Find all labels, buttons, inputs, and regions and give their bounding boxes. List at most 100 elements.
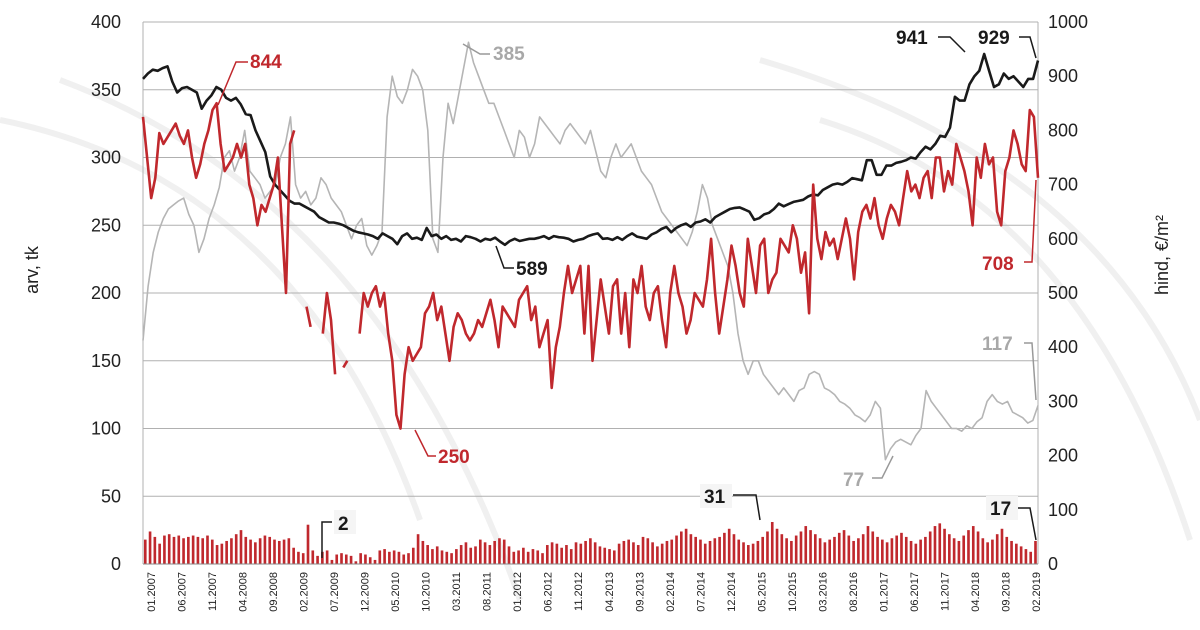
bar	[445, 551, 449, 564]
bar	[766, 531, 769, 564]
bar	[163, 535, 166, 564]
bar	[598, 546, 602, 564]
x-tick-label: 11.2012	[573, 572, 585, 611]
bar	[206, 535, 209, 564]
leader-941	[938, 36, 966, 53]
bar	[325, 550, 329, 564]
bar	[526, 551, 530, 564]
left-tick-label: 0	[111, 554, 121, 574]
bar	[761, 536, 764, 564]
bar	[349, 555, 353, 564]
bar	[474, 546, 477, 564]
annotation-117: 117	[982, 334, 1013, 355]
bar	[407, 553, 410, 564]
bar	[589, 538, 592, 564]
bar	[311, 550, 315, 564]
bar	[1024, 549, 1028, 564]
annotation-31-bg	[700, 484, 732, 508]
bar	[512, 551, 516, 564]
left-tick-label: 250	[91, 215, 121, 235]
bar	[837, 532, 841, 564]
bar	[1019, 546, 1023, 564]
annotation-77: 77	[843, 470, 864, 491]
bar	[469, 547, 473, 564]
bar	[991, 539, 994, 564]
left-tick-label: 350	[91, 80, 121, 100]
right-tick-label: 400	[1048, 337, 1078, 357]
right-tick-label: 900	[1048, 66, 1078, 86]
bar	[928, 531, 932, 564]
bar	[967, 530, 970, 564]
bar	[555, 543, 559, 564]
bar	[368, 557, 372, 564]
x-tick-label: 02.2019	[1031, 572, 1043, 612]
right-tick-label: 0	[1048, 554, 1058, 574]
x-tick-label: 10.2010	[421, 572, 433, 612]
leader-929	[1019, 36, 1037, 59]
series-line-gray	[142, 41, 1039, 461]
leader-77	[872, 455, 894, 479]
right-tick-label: 500	[1048, 283, 1078, 303]
bar	[536, 550, 540, 564]
bar	[335, 554, 339, 564]
bar	[402, 554, 406, 564]
x-tick-label: 12.2009	[360, 572, 372, 612]
bar	[660, 543, 664, 564]
bar	[388, 551, 391, 564]
bar	[881, 539, 884, 564]
bar	[948, 534, 951, 564]
x-tick-label: 03.2016	[817, 572, 829, 612]
bar	[632, 542, 635, 564]
leader-385	[462, 43, 490, 55]
bar	[751, 543, 755, 564]
x-tick-label: 07.2009	[329, 572, 341, 612]
bar	[569, 549, 573, 564]
bar-series	[143, 521, 1037, 564]
bar	[900, 532, 903, 564]
annotation-941: 941	[896, 28, 928, 49]
bar	[478, 539, 482, 564]
bar	[747, 545, 750, 564]
bar	[627, 539, 630, 564]
bar	[699, 539, 702, 564]
bar	[220, 543, 224, 564]
x-tick-label: 11.2007	[207, 572, 219, 611]
bar	[895, 535, 899, 564]
bar	[622, 540, 626, 564]
bar	[565, 545, 568, 564]
x-tick-label: 12.2014	[726, 572, 738, 612]
bar	[306, 524, 310, 564]
x-tick-label: 09.2018	[1000, 572, 1012, 612]
bar	[770, 521, 774, 564]
line-series	[141, 41, 1040, 461]
bar	[483, 542, 487, 564]
bar	[421, 540, 425, 564]
bar	[876, 536, 879, 564]
right-axis: 0 100 200 300 400 500 600 700 800 900 1000	[1048, 12, 1088, 574]
bar	[153, 536, 157, 564]
bar	[263, 535, 267, 564]
bar	[1034, 540, 1037, 564]
bar	[143, 539, 147, 564]
bar	[694, 536, 697, 564]
bar	[344, 554, 348, 564]
bar	[234, 534, 238, 564]
bar	[814, 534, 817, 564]
bar	[196, 536, 200, 564]
leader-117	[1024, 342, 1037, 401]
left-tick-label: 300	[91, 148, 121, 168]
bar	[708, 540, 712, 564]
bar	[665, 540, 669, 564]
bar	[411, 547, 415, 564]
bar	[383, 549, 386, 564]
annotation-589: 589	[516, 259, 548, 280]
bar	[435, 546, 439, 564]
x-tick-label: 01.2007	[146, 572, 158, 612]
bar	[426, 545, 429, 564]
x-tick-label: 04.2018	[970, 572, 982, 612]
bar	[718, 536, 721, 564]
right-tick-label: 200	[1048, 446, 1078, 466]
bar	[488, 545, 492, 564]
bar	[933, 526, 937, 564]
right-tick-label: 700	[1048, 175, 1078, 195]
